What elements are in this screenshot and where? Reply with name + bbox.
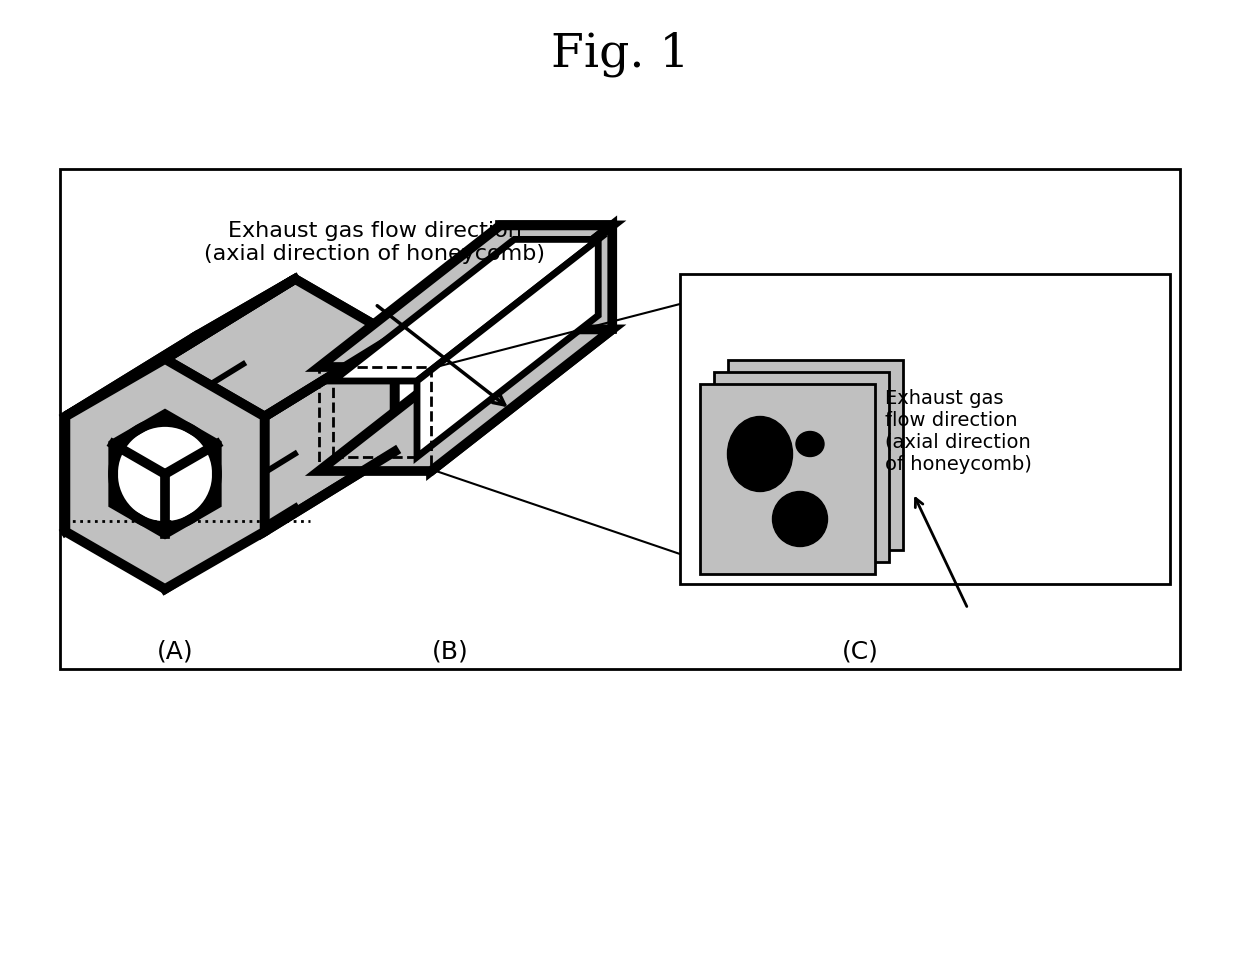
- Polygon shape: [264, 336, 394, 531]
- Polygon shape: [500, 226, 613, 330]
- Polygon shape: [66, 359, 264, 589]
- Text: Exhaust gas flow direction
(axial direction of honeycomb): Exhaust gas flow direction (axial direct…: [205, 221, 546, 264]
- Text: Fig. 1: Fig. 1: [551, 31, 689, 77]
- Polygon shape: [66, 279, 295, 416]
- Polygon shape: [515, 239, 598, 315]
- Ellipse shape: [773, 492, 827, 547]
- Circle shape: [113, 422, 217, 526]
- Bar: [60, 169, 1180, 669]
- Bar: [714, 372, 889, 562]
- Bar: [728, 360, 903, 550]
- Bar: [701, 384, 875, 574]
- Polygon shape: [319, 330, 613, 471]
- Polygon shape: [417, 239, 598, 457]
- Ellipse shape: [728, 416, 792, 492]
- Polygon shape: [319, 226, 613, 367]
- FancyBboxPatch shape: [680, 274, 1171, 584]
- Polygon shape: [196, 279, 394, 509]
- Text: (B): (B): [432, 639, 469, 663]
- Text: (A): (A): [156, 639, 193, 663]
- Polygon shape: [432, 226, 613, 471]
- Text: Exhaust gas
flow direction
(axial direction
of honeycomb): Exhaust gas flow direction (axial direct…: [885, 389, 1032, 474]
- Polygon shape: [165, 279, 394, 416]
- Ellipse shape: [796, 432, 825, 457]
- Polygon shape: [334, 239, 598, 381]
- Text: (C): (C): [842, 639, 878, 663]
